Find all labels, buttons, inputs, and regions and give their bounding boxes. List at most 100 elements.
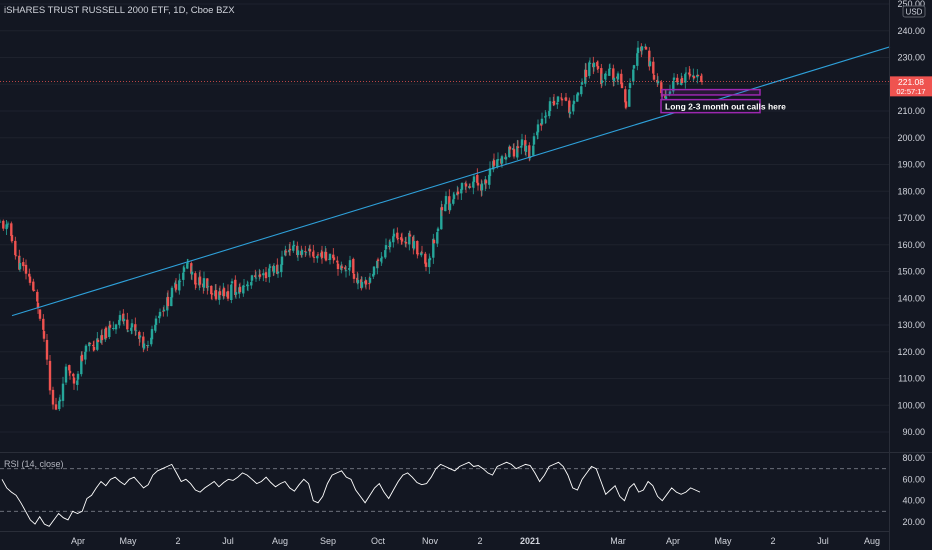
candle-body xyxy=(376,260,379,269)
candle-body xyxy=(492,160,496,166)
candle xyxy=(68,366,72,380)
candle-body xyxy=(268,268,271,278)
candle-body xyxy=(174,284,178,290)
candle xyxy=(250,274,254,282)
candle-body xyxy=(292,244,296,247)
candle-body xyxy=(424,262,428,267)
candle-body xyxy=(456,191,460,195)
candle-body xyxy=(568,100,571,113)
candle-body xyxy=(564,97,568,101)
candle xyxy=(484,179,488,189)
annotation[interactable]: Long 2-3 month out calls here xyxy=(660,98,786,114)
candle-body xyxy=(230,281,234,284)
candle xyxy=(178,273,181,295)
candle xyxy=(254,269,257,279)
candle xyxy=(384,238,388,256)
candle xyxy=(6,221,10,228)
candle-body xyxy=(238,286,242,292)
candle xyxy=(284,249,288,256)
candle-body xyxy=(532,145,535,156)
candle xyxy=(432,238,436,244)
candle-body xyxy=(632,65,636,69)
candle xyxy=(400,232,404,245)
annotation-text: Long 2-3 month out calls here xyxy=(665,102,786,112)
rsi-axis[interactable]: 20.00 40.00 60.00 80.00 xyxy=(902,453,925,527)
currency-badge[interactable]: USD xyxy=(902,5,926,18)
candle xyxy=(392,228,396,241)
candle-body xyxy=(222,288,226,297)
candle-body xyxy=(14,255,18,257)
candle-body xyxy=(18,262,22,270)
candle-body xyxy=(676,77,679,83)
candle xyxy=(312,244,315,258)
candle-body xyxy=(440,207,444,211)
candle-body xyxy=(292,245,295,251)
candle xyxy=(126,312,129,333)
candle-body xyxy=(400,238,404,242)
candle xyxy=(96,338,100,343)
candle xyxy=(130,319,134,334)
candle-body xyxy=(54,404,58,410)
candle xyxy=(580,85,583,97)
candle-body xyxy=(64,366,68,383)
candle-body xyxy=(206,278,209,289)
candle xyxy=(258,270,262,279)
candle-body xyxy=(300,250,304,255)
candle-body xyxy=(10,235,14,242)
candle-body xyxy=(162,309,166,312)
candle-body xyxy=(284,250,287,256)
candle-body xyxy=(432,238,435,258)
candle xyxy=(408,230,412,237)
price-tick-label: 90.00 xyxy=(902,427,925,437)
candle-body xyxy=(680,78,684,83)
candle-body xyxy=(308,249,312,252)
candle-body xyxy=(36,291,39,302)
candle xyxy=(540,112,544,125)
candle-body xyxy=(436,232,439,244)
candle xyxy=(692,75,696,80)
candle xyxy=(572,95,576,111)
candle xyxy=(648,47,651,71)
candle xyxy=(202,271,206,291)
candle xyxy=(222,286,226,299)
candle xyxy=(528,142,531,162)
candle-body xyxy=(432,240,436,244)
candle xyxy=(194,282,198,289)
candle xyxy=(376,260,379,275)
candle-body xyxy=(24,264,28,274)
candle-body xyxy=(420,252,424,254)
price-pane[interactable] xyxy=(0,3,891,433)
candle xyxy=(600,63,603,89)
candle-body xyxy=(612,77,616,82)
candle xyxy=(170,285,174,303)
candle xyxy=(61,376,65,408)
candle-body xyxy=(296,245,299,255)
candle xyxy=(182,264,186,273)
candle xyxy=(684,67,688,80)
candle-body xyxy=(620,73,623,85)
candle xyxy=(476,177,480,191)
candle-body xyxy=(376,259,380,261)
time-axis[interactable]: Apr May 2 Jul Aug Sep Oct Nov 2 2021 Mar Apr May 2 Jul… xyxy=(71,536,880,546)
price-tick-label: 200.00 xyxy=(897,133,925,143)
candle-body xyxy=(624,89,627,103)
candle xyxy=(452,191,456,202)
candle-body xyxy=(288,248,292,251)
candle xyxy=(296,246,300,262)
candle-body xyxy=(194,283,198,285)
candle xyxy=(166,290,170,309)
candle-body xyxy=(324,251,328,261)
candle xyxy=(568,107,572,119)
candle xyxy=(348,255,352,271)
candle xyxy=(54,397,58,411)
candle-body xyxy=(612,68,615,80)
candle-body xyxy=(118,315,122,321)
candle xyxy=(340,264,344,271)
candle-body xyxy=(276,264,279,274)
candle-body xyxy=(214,290,218,300)
rsi-pane[interactable] xyxy=(0,461,889,527)
candle xyxy=(312,250,316,263)
candle-body xyxy=(488,168,492,177)
candle-body xyxy=(520,145,523,148)
